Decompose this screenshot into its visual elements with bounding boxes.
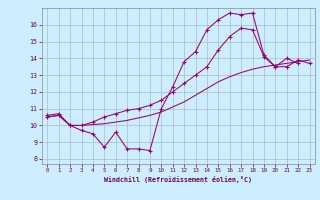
X-axis label: Windchill (Refroidissement éolien,°C): Windchill (Refroidissement éolien,°C) [104,176,252,183]
